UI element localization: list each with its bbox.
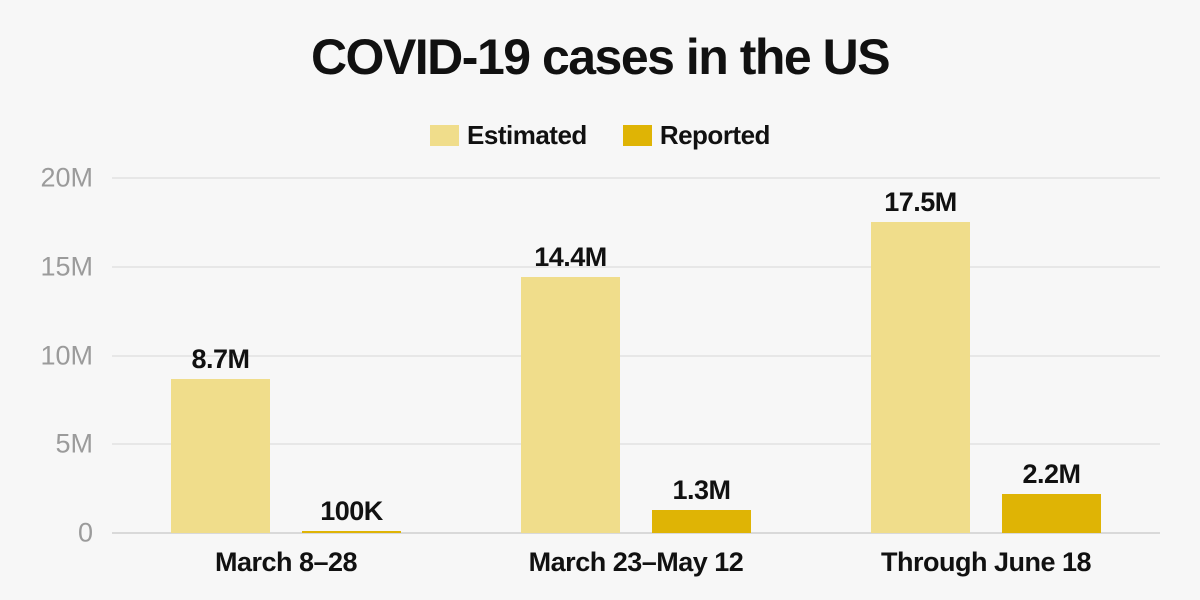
bar-value-label: 17.5M [884, 187, 957, 218]
gridline [112, 177, 1160, 179]
bar-group-1: 8.7M 100K March 8–28 [171, 178, 401, 576]
gridline [112, 354, 1160, 357]
y-axis-tick-label: 5M [55, 428, 93, 459]
chart-legend: Estimated Reported [0, 122, 1200, 148]
bar-value-label: 2.2M [1022, 458, 1081, 489]
legend-label-reported: Reported [659, 120, 771, 150]
bar-reported-1 [302, 531, 401, 533]
bar-reported-2 [652, 509, 751, 533]
legend-item-reported: Reported [622, 120, 771, 150]
legend-item-estimated: Estimated [430, 122, 587, 148]
bar-estimated-2 [521, 277, 620, 533]
legend-swatch-estimated-icon [430, 124, 460, 146]
plot-area: 0 5M 10M 15M 20M 8.7M 100K March 8–28 14.4M 1.3M M… [40, 164, 1160, 576]
x-axis-category-label: March 23–May 12 [528, 547, 744, 577]
y-axis-tick-label: 10M [40, 340, 93, 370]
legend-swatch-reported-icon [622, 124, 652, 146]
bar-estimated-3 [871, 222, 970, 533]
x-axis-category-label: Through June 18 [880, 547, 1092, 577]
bar-value-label: 1.3M [672, 474, 731, 505]
x-axis-baseline [112, 532, 1160, 534]
gridline [112, 443, 1160, 446]
bar-value-label: 14.4M [534, 242, 607, 273]
chart-title: COVID-19 cases in the US [310, 29, 891, 85]
y-axis-tick-label: 20M [40, 162, 93, 193]
legend-label-estimated: Estimated [467, 120, 587, 150]
bar-group-3: 17.5M 2.2M Through June 18 [871, 178, 1101, 576]
bar-value-label: 8.7M [191, 343, 250, 374]
bar-estimated-1 [171, 378, 270, 533]
y-axis-tick-label: 15M [40, 251, 93, 282]
bar-reported-3 [1002, 493, 1101, 533]
gridline [112, 265, 1160, 268]
y-axis-tick-label: 0 [77, 517, 93, 548]
bar-value-label: 100K [320, 496, 383, 526]
x-axis-category-label: March 8–28 [214, 547, 358, 577]
bar-group-2: 14.4M 1.3M March 23–May 12 [521, 178, 751, 576]
